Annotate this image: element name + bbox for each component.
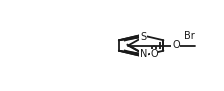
Text: N: N xyxy=(140,49,147,59)
Text: O: O xyxy=(172,40,180,51)
Text: Br: Br xyxy=(183,31,194,41)
Text: S: S xyxy=(140,32,146,42)
Text: O: O xyxy=(150,49,158,59)
